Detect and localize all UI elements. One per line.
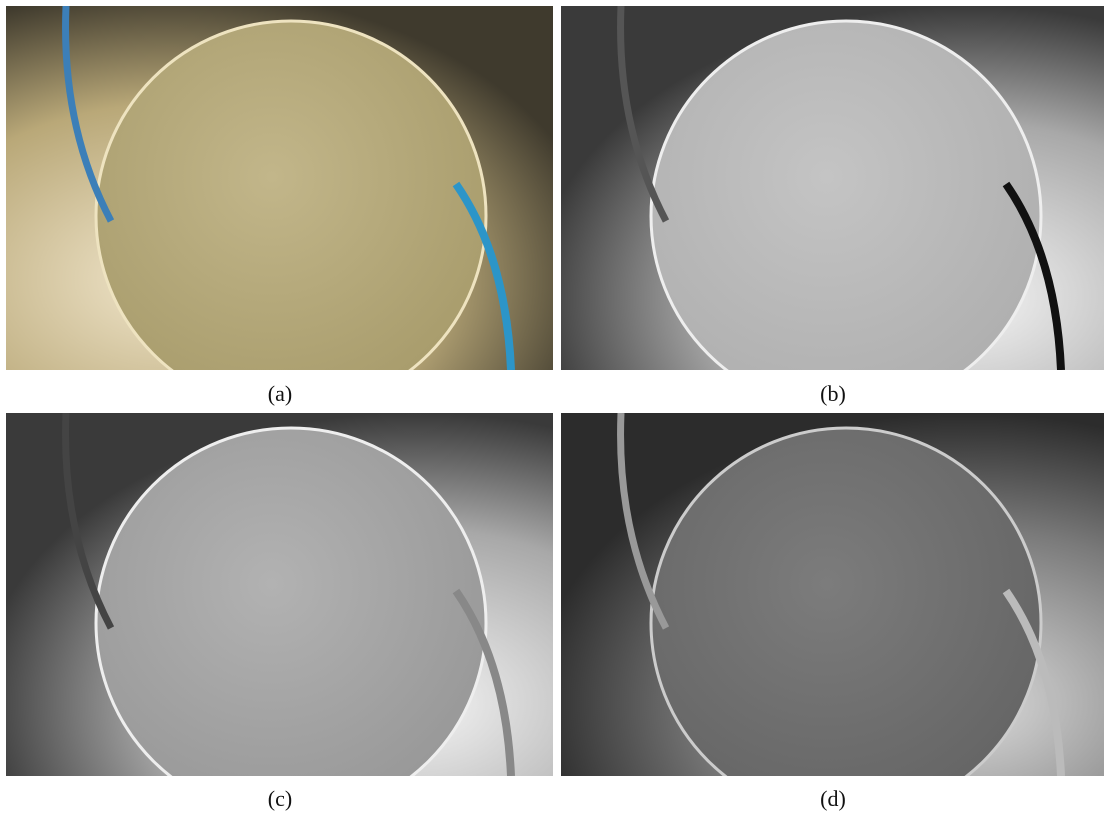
photo-b bbox=[561, 6, 1104, 370]
caption: (d) bbox=[733, 786, 933, 812]
caption: (b) bbox=[733, 381, 933, 407]
caption: (a) bbox=[180, 381, 380, 407]
photo-c bbox=[6, 413, 553, 776]
figure: (a) (b) (c) (d) bbox=[0, 0, 1106, 816]
photo-a bbox=[6, 6, 553, 370]
photo-d bbox=[561, 413, 1104, 776]
caption: (c) bbox=[180, 786, 380, 812]
